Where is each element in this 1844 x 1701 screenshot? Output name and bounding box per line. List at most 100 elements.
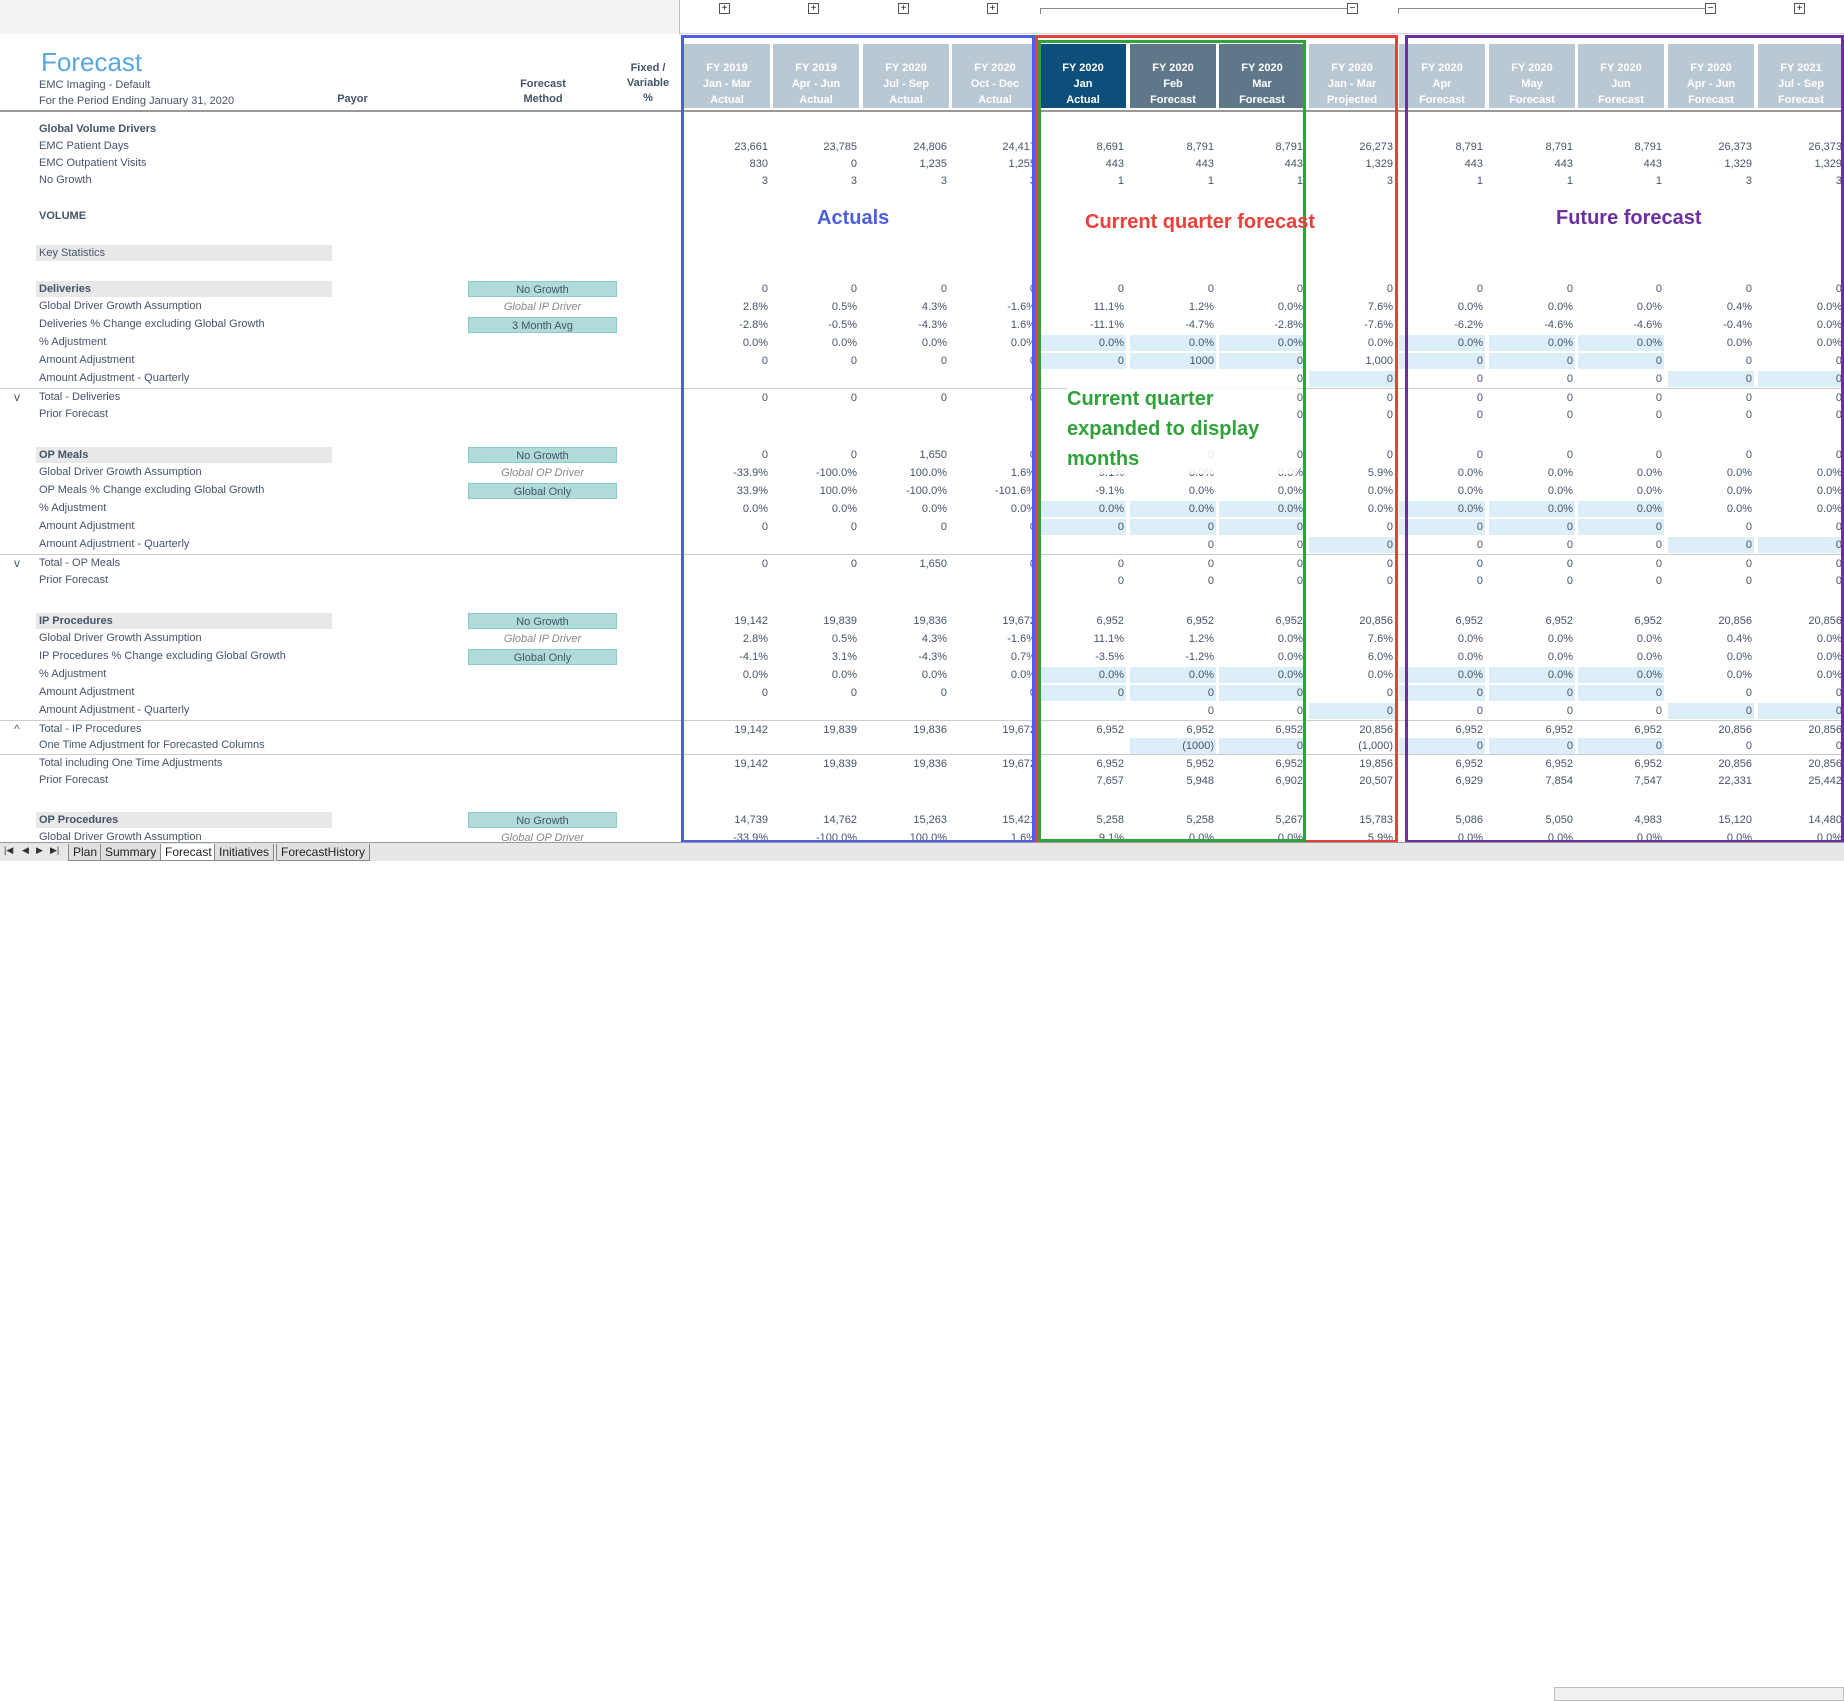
forecast-method-cell[interactable]: 3 Month Avg [468,317,617,333]
value-cell[interactable]: 0 [1040,519,1126,535]
value-cell[interactable]: 0 [1578,685,1664,701]
expand-group-button[interactable]: + [898,3,909,14]
value-cell[interactable]: 0.0% [1489,501,1575,517]
collapse-group-button[interactable]: − [1347,3,1358,14]
value-cell: 0.0% [1367,337,1393,349]
value-cell[interactable]: 0 [1489,519,1575,535]
value-cell[interactable]: 0 [1219,519,1305,535]
row-label: Deliveries [36,281,332,297]
value-cell[interactable]: 0 [1309,537,1395,553]
group-bracket-line [1040,8,1347,9]
value-cell[interactable]: 0 [1399,738,1485,754]
value-cell[interactable]: 0.0% [1130,667,1216,683]
column-header-0[interactable]: FY 2019 Jan - Mar Actual [684,44,770,108]
column-header-4[interactable]: FY 2020 Jan Actual [1040,44,1126,108]
value-cell[interactable]: 0 [1489,685,1575,701]
value-cell[interactable]: 0 [1130,519,1216,535]
value-cell[interactable]: 0 [1399,685,1485,701]
column-header-8[interactable]: FY 2020 Apr Forecast [1399,44,1485,108]
value-cell[interactable]: 0 [1758,537,1844,553]
column-header-2[interactable]: FY 2020 Jul - Sep Actual [863,44,949,108]
column-header-7[interactable]: FY 2020 Jan - Mar Projected [1309,44,1395,108]
value-cell: 0.0% [1636,651,1662,663]
value-cell[interactable]: 0.0% [1489,335,1575,351]
value-cell[interactable]: 0 [1668,371,1754,387]
value-cell[interactable]: 0.0% [1130,335,1216,351]
value-cell[interactable]: 0.0% [1578,335,1664,351]
value-cell[interactable]: 0 [1668,537,1754,553]
value-cell[interactable]: 0 [1668,703,1754,719]
column-header-5[interactable]: FY 2020 Feb Forecast [1130,44,1216,108]
value-cell[interactable]: 0.0% [1578,667,1664,683]
value-cell[interactable]: 0.0% [1130,501,1216,517]
value-cell[interactable]: 0 [1578,519,1664,535]
prev-sheet-icon[interactable]: ◀ [22,845,29,855]
forecast-method-cell[interactable]: No Growth [468,812,617,828]
value-cell[interactable]: 0 [1219,738,1305,754]
value-cell[interactable]: 0 [1758,371,1844,387]
value-cell[interactable]: 0 [1130,685,1216,701]
value-cell[interactable]: 0.0% [1219,335,1305,351]
column-header-6[interactable]: FY 2020 Mar Forecast [1219,44,1305,108]
value-cell[interactable]: 0 [1399,353,1485,369]
sheet-tab-plan[interactable]: Plan [68,844,103,861]
actuals-region-box [681,35,1035,843]
value-cell[interactable]: (1000) [1130,738,1216,754]
value-cell[interactable]: 0 [1578,353,1664,369]
value-cell: 19,142 [734,615,768,627]
column-header-11[interactable]: FY 2020 Apr - Jun Forecast [1668,44,1754,108]
forecast-method-cell[interactable]: No Growth [468,281,617,297]
column-header-9[interactable]: FY 2020 May Forecast [1489,44,1575,108]
value-cell[interactable]: 0 [1309,371,1395,387]
row-group-toggle-icon[interactable]: ^ [14,722,20,736]
forecast-method-cell[interactable]: Global Only [468,483,617,499]
sheet-tab-initiatives[interactable]: Initiatives [214,844,275,861]
row-group-toggle-icon[interactable]: v [14,556,20,570]
value-cell[interactable]: 0.0% [1399,335,1485,351]
value-cell: 20,856 [1718,615,1752,627]
value-cell[interactable]: 0.0% [1489,667,1575,683]
value-cell[interactable]: 0 [1399,519,1485,535]
value-cell[interactable]: 0 [1219,685,1305,701]
row-group-toggle-icon[interactable]: v [14,390,20,404]
first-sheet-icon[interactable]: |◀ [4,845,14,855]
value-cell[interactable]: 0.0% [1399,501,1485,517]
last-sheet-icon[interactable]: ▶| [50,845,60,855]
value-cell[interactable]: 0 [1578,738,1664,754]
value-cell[interactable]: 0.0% [1399,667,1485,683]
value-cell[interactable]: 0.0% [1219,501,1305,517]
horizontal-scrollbar[interactable] [1554,1687,1844,1701]
expand-group-button[interactable]: + [808,3,819,14]
next-sheet-icon[interactable]: ▶ [36,845,43,855]
value-cell[interactable]: 0 [1309,703,1395,719]
value-cell: 24,806 [913,141,947,153]
value-cell[interactable]: 0.0% [1040,335,1126,351]
forecast-method-cell[interactable]: Global Only [468,649,617,665]
expand-group-button[interactable]: + [1794,3,1805,14]
value-cell[interactable]: 0.0% [1219,667,1305,683]
value-cell[interactable]: 0.0% [1578,501,1664,517]
value-cell[interactable]: 0 [1489,738,1575,754]
column-header-1[interactable]: FY 2019 Apr - Jun Actual [773,44,859,108]
value-cell[interactable]: 0 [1219,353,1305,369]
column-header-3[interactable]: FY 2020 Oct - Dec Actual [952,44,1038,108]
sheet-tab-forecast[interactable]: Forecast [160,844,217,861]
expand-group-button[interactable]: + [987,3,998,14]
sheet-tab-forecasthistory[interactable]: ForecastHistory [276,844,371,861]
forecast-method-cell[interactable]: No Growth [468,613,617,629]
value-cell[interactable]: 0 [1040,685,1126,701]
value-cell[interactable]: 0 [1489,353,1575,369]
collapse-group-button[interactable]: − [1705,3,1716,14]
column-header-line: Forecast [1598,94,1644,106]
value-cell[interactable]: 0.0% [1040,501,1126,517]
value-cell[interactable]: 0.0% [1040,667,1126,683]
column-header-10[interactable]: FY 2020 Jun Forecast [1578,44,1664,108]
value-cell[interactable]: 0 [1758,703,1844,719]
column-header-12[interactable]: FY 2021 Jul - Sep Forecast [1758,44,1844,108]
sheet-tab-summary[interactable]: Summary [100,844,162,861]
forecast-method-cell[interactable]: No Growth [468,447,617,463]
expand-group-button[interactable]: + [719,3,730,14]
value-cell: 19,836 [913,758,947,770]
value-cell[interactable]: 1000 [1130,353,1216,369]
value-cell[interactable]: 0 [1040,353,1126,369]
